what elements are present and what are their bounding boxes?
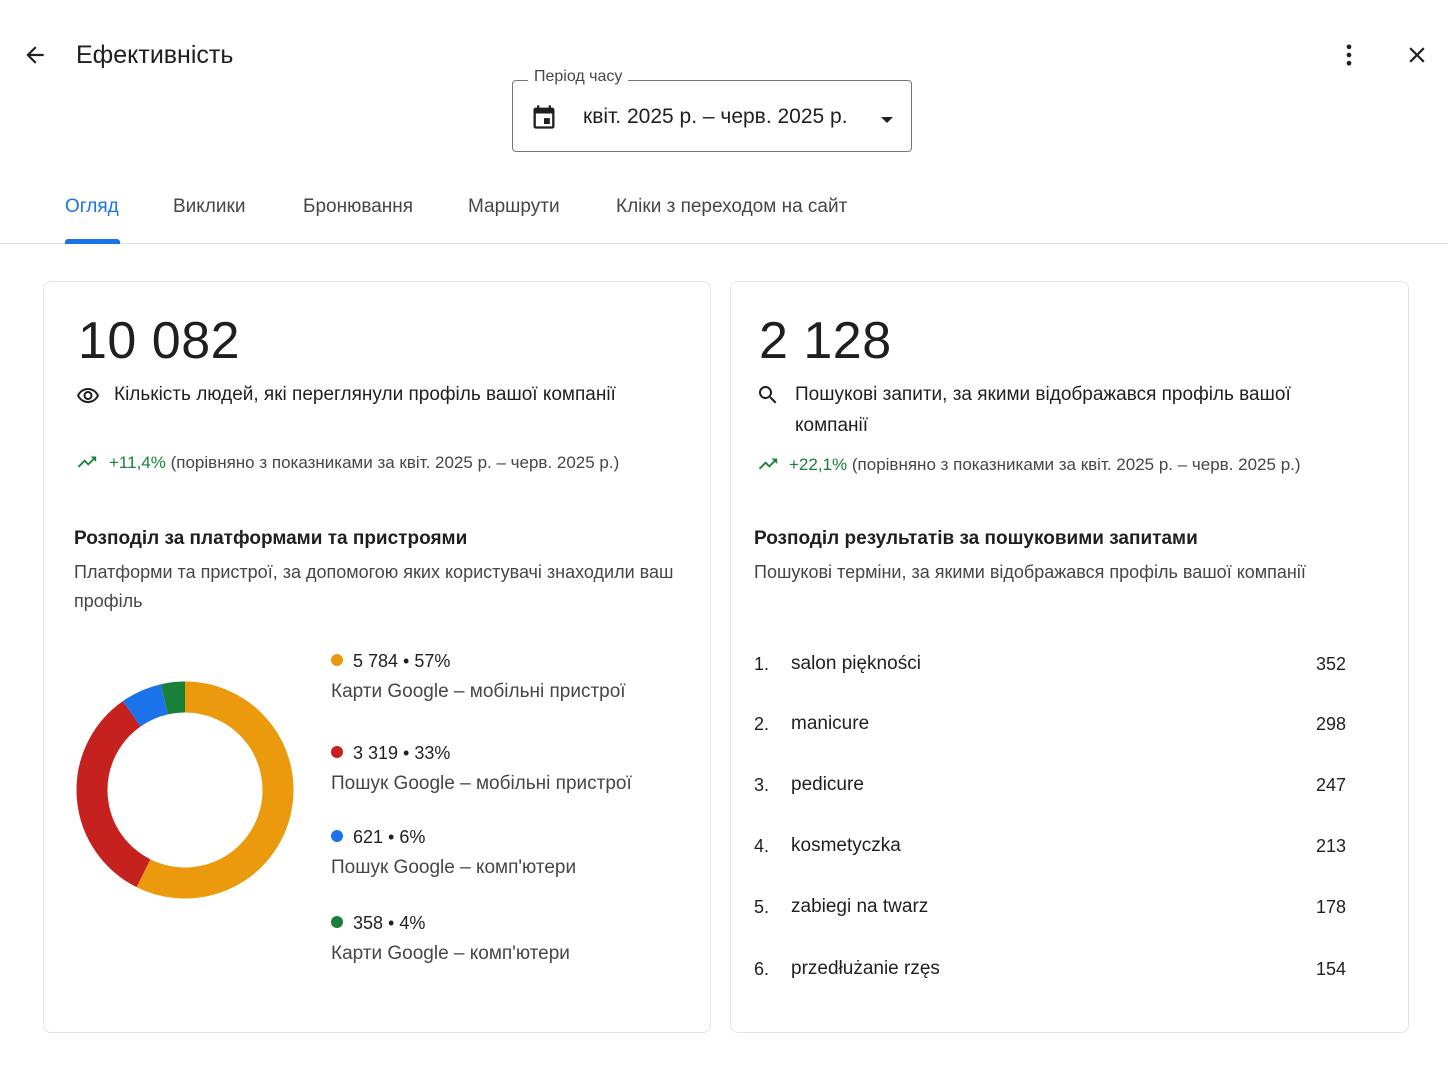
legend-value: 358 bbox=[353, 913, 384, 933]
eye-icon bbox=[74, 384, 102, 413]
period-select[interactable] bbox=[512, 80, 912, 152]
query-count: 352 bbox=[1315, 654, 1346, 674]
legend-percent: 33% bbox=[414, 743, 451, 763]
platforms-donut-chart bbox=[76, 681, 294, 899]
legend-label: Пошук Google – комп'ютери bbox=[331, 857, 577, 878]
query-term: pedicure bbox=[791, 774, 864, 795]
search-queries-label-line2: компанії bbox=[795, 415, 869, 436]
query-rank: 4. bbox=[754, 836, 770, 856]
query-rank: 6. bbox=[754, 959, 770, 979]
tab-directions[interactable]: Маршрути bbox=[468, 196, 560, 217]
query-term: kosmetyczka bbox=[791, 835, 901, 856]
close-icon bbox=[1409, 47, 1425, 63]
legend-label: Пошук Google – мобільні пристрої bbox=[331, 773, 632, 794]
profile-views-card bbox=[43, 281, 711, 1033]
query-count: 247 bbox=[1315, 775, 1346, 795]
dropdown-arrow-icon bbox=[880, 112, 894, 130]
search-queries-label-line1: Пошукові запити, за якими відображався п… bbox=[795, 384, 1291, 405]
profile-views-total: 10 082 bbox=[78, 312, 241, 370]
query-term: salon piękności bbox=[791, 653, 921, 674]
legend-item: 5 784 • 57% Карти Google – мобільні прис… bbox=[331, 649, 626, 705]
tab-overview[interactable]: Огляд bbox=[65, 196, 119, 217]
profile-views-trend: +11,4% (порівняно з показниками за квіт.… bbox=[109, 451, 619, 475]
queries-description: Пошукові терміни, за якими відображався … bbox=[754, 562, 1306, 582]
period-label: Період часу bbox=[528, 66, 629, 88]
legend-item: 3 319 • 33% Пошук Google – мобільні прис… bbox=[331, 741, 632, 797]
tab-bar: Огляд Виклики Бронювання Маршрути Кліки … bbox=[0, 180, 1448, 244]
close-button[interactable] bbox=[1400, 38, 1434, 72]
trending-up-icon bbox=[74, 451, 100, 478]
query-row: 1. salon piękności 352 bbox=[754, 651, 1346, 677]
tab-website-clicks[interactable]: Кліки з переходом на сайт bbox=[616, 196, 848, 217]
query-rank: 3. bbox=[754, 775, 770, 795]
period-value: квіт. 2025 р. – черв. 2025 р. bbox=[583, 105, 848, 128]
legend-value: 3 319 bbox=[353, 743, 399, 763]
donut-slice-maps-desktop bbox=[160, 681, 186, 715]
legend-percent: 6% bbox=[399, 827, 426, 847]
query-row: 4. kosmetyczka 213 bbox=[754, 833, 1346, 859]
legend-item: 621 • 6% Пошук Google – комп'ютери bbox=[331, 825, 576, 881]
query-rank: 1. bbox=[754, 654, 770, 674]
search-icon bbox=[756, 383, 780, 412]
search-queries-change-note: (порівняно з показниками за квіт. 2025 р… bbox=[851, 455, 1301, 474]
donut-slice-search-desktop bbox=[122, 684, 169, 727]
tab-calls[interactable]: Виклики bbox=[173, 196, 246, 217]
page-title: Ефективність bbox=[76, 41, 234, 69]
query-term: manicure bbox=[791, 713, 870, 734]
calendar-icon bbox=[530, 103, 558, 136]
query-rank: 5. bbox=[754, 897, 770, 917]
query-count: 298 bbox=[1315, 714, 1346, 734]
donut-slice-search-mobile bbox=[76, 701, 151, 888]
legend-value: 5 784 bbox=[353, 651, 399, 671]
profile-views-change-note: (порівняно з показниками за квіт. 2025 р… bbox=[170, 453, 620, 472]
legend-item: 358 • 4% Карти Google – комп'ютери bbox=[331, 911, 570, 967]
legend-dot-red bbox=[331, 746, 343, 759]
donut-slice-maps-mobile bbox=[136, 681, 294, 899]
more-options-button[interactable] bbox=[1332, 38, 1366, 72]
search-queries-total: 2 128 bbox=[759, 312, 892, 370]
legend-percent: 4% bbox=[399, 913, 426, 933]
query-count: 154 bbox=[1315, 959, 1346, 979]
more-vert-icon bbox=[1346, 44, 1352, 66]
platforms-title: Розподіл за платформами та пристроями bbox=[74, 528, 468, 549]
query-count: 213 bbox=[1315, 836, 1346, 856]
platforms-description: Платформи та пристрої, за допомогою яких… bbox=[74, 562, 674, 611]
active-tab-indicator bbox=[65, 239, 120, 244]
trending-up-icon bbox=[755, 453, 781, 480]
query-row: 2. manicure 298 bbox=[754, 711, 1346, 737]
legend-label: Карти Google – комп'ютери bbox=[331, 943, 570, 964]
query-row: 5. zabiegi na twarz 178 bbox=[754, 894, 1346, 920]
query-rank: 2. bbox=[754, 714, 770, 734]
search-queries-change: +22,1% bbox=[789, 455, 848, 474]
query-count: 178 bbox=[1315, 897, 1346, 917]
profile-views-change: +11,4% bbox=[109, 453, 166, 472]
back-button[interactable] bbox=[18, 38, 52, 72]
queries-title: Розподіл результатів за пошуковими запит… bbox=[754, 528, 1198, 549]
tab-bookings[interactable]: Бронювання bbox=[303, 196, 414, 217]
query-row: 6. przedłużanie rzęs 154 bbox=[754, 956, 1346, 982]
legend-value: 621 bbox=[353, 827, 384, 847]
query-term: przedłużanie rzęs bbox=[791, 958, 940, 979]
profile-views-label: Кількість людей, які переглянули профіль… bbox=[114, 384, 616, 405]
legend-dot-green bbox=[331, 916, 343, 929]
search-queries-trend: +22,1% (порівняно з показниками за квіт.… bbox=[789, 453, 1301, 477]
query-term: zabiegi na twarz bbox=[791, 896, 929, 917]
query-row: 3. pedicure 247 bbox=[754, 772, 1346, 798]
legend-label: Карти Google – мобільні пристрої bbox=[331, 681, 626, 702]
legend-dot-blue bbox=[331, 830, 343, 843]
search-queries-card bbox=[730, 281, 1409, 1033]
legend-percent: 57% bbox=[414, 651, 451, 671]
legend-dot-orange bbox=[331, 654, 343, 667]
arrow-back-icon bbox=[26, 46, 44, 64]
